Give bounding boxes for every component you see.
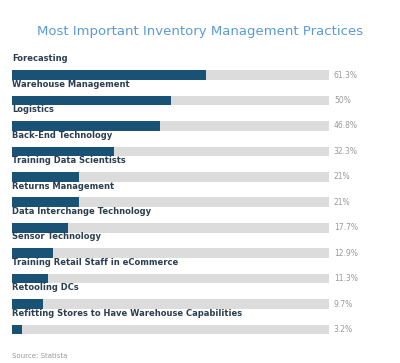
Text: 50%: 50% [334, 96, 351, 105]
Text: 3.2%: 3.2% [334, 325, 353, 334]
Text: 11.3%: 11.3% [334, 274, 358, 283]
Bar [12, 70, 329, 80]
Bar [12, 147, 114, 156]
Text: Logistics: Logistics [12, 105, 54, 114]
Text: Forecasting: Forecasting [12, 54, 68, 64]
Bar [12, 299, 43, 309]
Bar [12, 197, 78, 207]
Bar [12, 70, 206, 80]
Bar [12, 197, 329, 207]
Text: 17.7%: 17.7% [334, 223, 358, 232]
Bar [12, 248, 53, 258]
Text: 21%: 21% [334, 172, 350, 182]
Bar [12, 223, 68, 233]
Bar [12, 96, 170, 105]
Bar [12, 325, 22, 334]
Bar [12, 96, 329, 105]
Bar [12, 274, 329, 284]
Text: Warehouse Management: Warehouse Management [12, 80, 130, 89]
Text: Retooling DCs: Retooling DCs [12, 284, 79, 292]
Bar [12, 274, 48, 284]
Bar [12, 172, 78, 182]
Text: 21%: 21% [334, 198, 350, 207]
Text: Refitting Stores to Have Warehouse Capabilities: Refitting Stores to Have Warehouse Capab… [12, 309, 242, 318]
Text: Most Important Inventory Management Practices: Most Important Inventory Management Prac… [37, 25, 363, 38]
Text: Back-End Technology: Back-End Technology [12, 131, 112, 140]
Text: 32.3%: 32.3% [334, 147, 358, 156]
Text: 12.9%: 12.9% [334, 249, 358, 258]
Text: Source: Statista: Source: Statista [12, 353, 67, 359]
Bar [12, 248, 329, 258]
Bar [12, 147, 329, 156]
Bar [12, 325, 329, 334]
Text: Returns Management: Returns Management [12, 182, 114, 191]
Text: Training Retail Staff in eCommerce: Training Retail Staff in eCommerce [12, 258, 178, 267]
Text: 61.3%: 61.3% [334, 71, 358, 79]
Text: Training Data Scientists: Training Data Scientists [12, 156, 126, 165]
Bar [12, 299, 329, 309]
Text: 9.7%: 9.7% [334, 299, 353, 309]
Bar [12, 121, 160, 131]
Bar [12, 121, 329, 131]
Text: Sensor Technology: Sensor Technology [12, 232, 101, 241]
Bar [12, 172, 329, 182]
Bar [12, 223, 329, 233]
Text: Data Interchange Technology: Data Interchange Technology [12, 207, 151, 216]
Text: 46.8%: 46.8% [334, 122, 358, 130]
